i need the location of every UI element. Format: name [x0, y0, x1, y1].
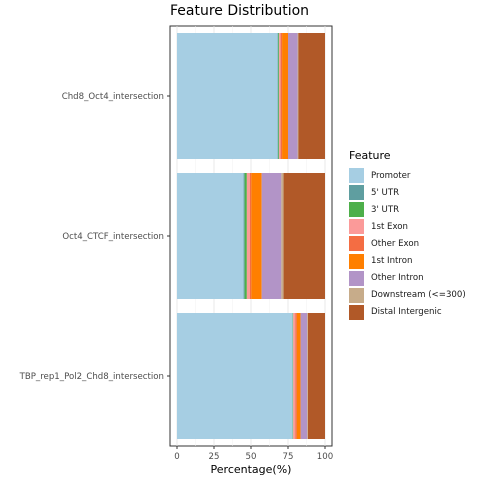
legend-label: 1st Intron: [371, 256, 413, 267]
bar-segment: [280, 33, 283, 159]
bar-segment: [296, 313, 301, 439]
bar-segment: [298, 33, 325, 159]
bar-segment: [295, 313, 297, 439]
bar-segment: [300, 313, 308, 439]
legend-label: Distal Intergenic: [371, 307, 442, 318]
legend-label: 3' UTR: [371, 204, 400, 215]
legend-swatch: [349, 185, 364, 201]
chart-title: Feature Distribution: [170, 3, 309, 19]
bar-segments: [177, 33, 325, 439]
x-tick-label: 100: [317, 452, 333, 462]
legend-swatch: [349, 168, 364, 184]
x-tick-label: 0: [174, 452, 179, 462]
bar-segment: [283, 173, 325, 299]
legend-swatch: [349, 202, 364, 218]
bar-segment: [278, 33, 280, 159]
legend-item: Promoter: [349, 167, 477, 184]
bar-segment: [249, 173, 252, 299]
legend-swatch: [349, 287, 364, 303]
legend-label: Other Intron: [371, 273, 424, 284]
x-axis-label: Percentage(%): [211, 463, 292, 476]
bar-segment: [244, 173, 247, 299]
legend-swatch: [349, 270, 364, 286]
legend: Feature Promoter 5' UTR 3' UTR 1st Exon Othe…: [349, 149, 477, 321]
legend-item: 1st Exon: [349, 218, 477, 235]
y-axis: Chd8_Oct4_intersection Oct4_CTCF_intersec…: [19, 92, 170, 382]
legend-title: Feature: [349, 149, 391, 162]
bar-segment: [279, 33, 281, 159]
bar-segment: [243, 173, 245, 299]
legend-label: Other Exon: [371, 238, 420, 249]
legend-label: Downstream (<=300): [371, 290, 466, 301]
legend-item: Other Exon: [349, 235, 477, 252]
legend-item: 1st Intron: [349, 252, 477, 269]
x-tick-label: 75: [283, 452, 294, 462]
legend-item: 3' UTR: [349, 201, 477, 218]
bar-segment: [282, 33, 288, 159]
bar-segment: [293, 313, 296, 439]
category-label: TBP_rep1_Pol2_Chd8_intersection: [19, 372, 164, 382]
bar-segment: [307, 313, 308, 439]
legend-label: Promoter: [371, 170, 411, 181]
x-axis: 0 25 50 75 100: [174, 446, 333, 462]
legend-swatch: [349, 253, 364, 269]
x-tick-label: 50: [246, 452, 257, 462]
bar-segment: [288, 33, 298, 159]
category-label: Chd8_Oct4_intersection: [62, 92, 164, 102]
bar-segment: [177, 173, 244, 299]
bar-segment: [177, 313, 293, 439]
x-tick-label: 25: [209, 452, 220, 462]
legend-swatch: [349, 304, 364, 320]
bar-segment: [177, 33, 278, 159]
bar-segment: [261, 173, 282, 299]
bar-segment: [246, 173, 250, 299]
legend-items: Promoter 5' UTR 3' UTR 1st Exon Other Exon 1s…: [349, 167, 477, 321]
bar-segment: [281, 173, 284, 299]
legend-item: Other Intron: [349, 270, 477, 287]
legend-label: 1st Exon: [371, 221, 409, 232]
legend-item: 5' UTR: [349, 184, 477, 201]
legend-swatch: [349, 219, 364, 235]
bar-segment: [277, 33, 279, 159]
bar-segment: [251, 173, 262, 299]
bar-segment: [307, 313, 325, 439]
category-label: Oct4_CTCF_intersection: [62, 232, 164, 242]
legend-label: 5' UTR: [371, 187, 400, 198]
legend-item: Downstream (<=300): [349, 287, 477, 304]
legend-swatch: [349, 236, 364, 252]
bar-segment: [297, 33, 299, 159]
legend-item: Distal Intergenic: [349, 304, 477, 321]
